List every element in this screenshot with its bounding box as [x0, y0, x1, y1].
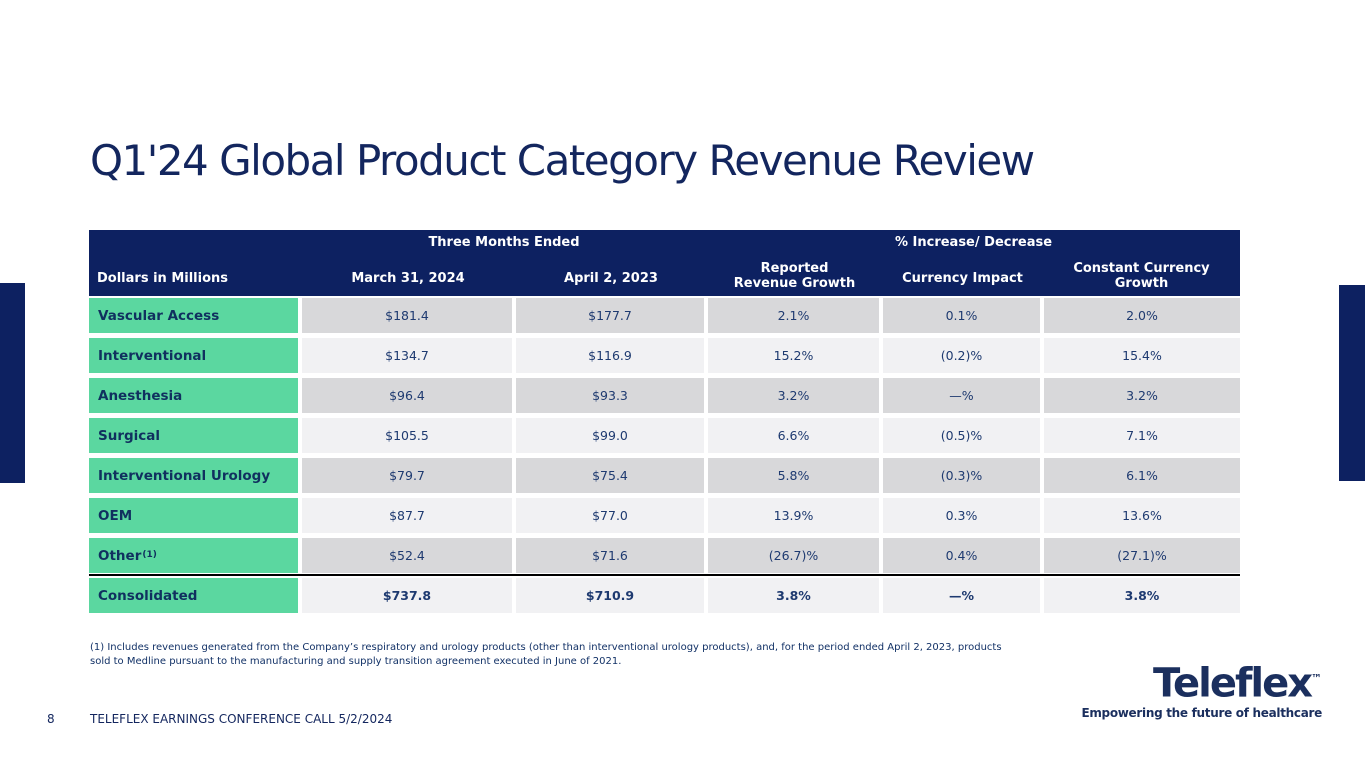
trademark-symbol: ™	[1311, 672, 1322, 685]
value-cell: 13.9%	[708, 498, 879, 533]
column-header-reported-revenue-growth: Reported Revenue Growth	[733, 261, 856, 291]
value-cell: $181.4	[302, 298, 512, 333]
value-cell: $77.0	[516, 498, 704, 533]
category-label: Interventional	[98, 347, 207, 364]
value-cell: $52.4	[302, 538, 512, 573]
value-cell: 3.8%	[1044, 578, 1240, 613]
footnote-text: (1) Includes revenues generated from the…	[90, 642, 1002, 667]
column-header-currency-impact: Currency Impact	[902, 271, 1023, 286]
value-cell: (26.7)%	[708, 538, 879, 573]
value-cell: $71.6	[516, 538, 704, 573]
value-cell: $177.7	[516, 298, 704, 333]
table-header: Three Months Ended % Increase/ Decrease …	[89, 230, 1240, 296]
category-cell-other: Other (1)	[89, 538, 298, 573]
teleflex-wordmark: Teleflex™	[1081, 658, 1322, 704]
consolidated-divider-line	[89, 574, 1240, 576]
value-cell: 5.8%	[708, 458, 879, 493]
value-cell: —%	[883, 378, 1040, 413]
value-cell: $75.4	[516, 458, 704, 493]
value-cell: 0.4%	[883, 538, 1040, 573]
group-header-three-months-ended: Three Months Ended	[428, 235, 580, 250]
category-cell-interventional-urology: Interventional Urology	[89, 458, 298, 493]
value-cell: 2.0%	[1044, 298, 1240, 333]
value-cell: $105.5	[302, 418, 512, 453]
value-cell: (0.3)%	[883, 458, 1040, 493]
value-cell: $96.4	[302, 378, 512, 413]
value-cell: $710.9	[516, 578, 704, 613]
value-cell: $93.3	[516, 378, 704, 413]
category-label: OEM	[98, 507, 133, 524]
value-cell: $116.9	[516, 338, 704, 373]
value-cell: (0.5)%	[883, 418, 1040, 453]
right-accent-bar	[1339, 285, 1365, 481]
value-cell: $737.8	[302, 578, 512, 613]
column-header-constant-currency-growth: Constant Currency Growth	[1073, 261, 1210, 291]
value-cell: 6.6%	[708, 418, 879, 453]
value-cell: 0.1%	[883, 298, 1040, 333]
value-cell: 3.8%	[708, 578, 879, 613]
value-cell: $79.7	[302, 458, 512, 493]
left-accent-bar	[0, 283, 25, 483]
logo-text: Teleflex	[1153, 660, 1313, 707]
value-cell: 13.6%	[1044, 498, 1240, 533]
value-cell: 15.2%	[708, 338, 879, 373]
value-cell: (27.1)%	[1044, 538, 1240, 573]
footer-text: TELEFLEX EARNINGS CONFERENCE CALL 5/2/20…	[90, 712, 393, 726]
page-title: Q1'24 Global Product Category Revenue Re…	[90, 136, 1035, 185]
value-cell: $134.7	[302, 338, 512, 373]
value-cell: 15.4%	[1044, 338, 1240, 373]
page-number: 8	[47, 712, 55, 726]
category-label: Other	[98, 547, 142, 564]
value-cell: —%	[883, 578, 1040, 613]
logo-tagline: Empowering the future of healthcare	[1081, 706, 1322, 721]
column-header-march-31-2024: March 31, 2024	[351, 271, 465, 286]
category-label: Anesthesia	[98, 387, 183, 404]
category-label: Surgical	[98, 427, 161, 444]
teleflex-logo: Teleflex™ Empowering the future of healt…	[1081, 658, 1322, 720]
category-label: Interventional Urology	[98, 467, 271, 484]
category-cell-consolidated: Consolidated	[89, 578, 298, 613]
value-cell: $87.7	[302, 498, 512, 533]
value-cell: 0.3%	[883, 498, 1040, 533]
value-cell: 7.1%	[1044, 418, 1240, 453]
category-label: Consolidated	[98, 587, 198, 604]
value-cell: 6.1%	[1044, 458, 1240, 493]
group-header-pct-increase-decrease: % Increase/ Decrease	[894, 235, 1053, 250]
category-cell-interventional: Interventional	[89, 338, 298, 373]
column-header-dollars-in-millions: Dollars in Millions	[97, 271, 229, 286]
value-cell: 3.2%	[708, 378, 879, 413]
table-body: Vascular Access $181.4 $177.7 2.1% 0.1% …	[89, 298, 1240, 613]
value-cell: 3.2%	[1044, 378, 1240, 413]
value-cell: 2.1%	[708, 298, 879, 333]
category-cell-vascular-access: Vascular Access	[89, 298, 298, 333]
category-cell-surgical: Surgical	[89, 418, 298, 453]
category-cell-oem: OEM	[89, 498, 298, 533]
value-cell: (0.2)%	[883, 338, 1040, 373]
footnote-ref: (1)	[142, 549, 157, 560]
category-cell-anesthesia: Anesthesia	[89, 378, 298, 413]
value-cell: $99.0	[516, 418, 704, 453]
column-header-april-2-2023: April 2, 2023	[564, 271, 658, 286]
category-label: Vascular Access	[98, 307, 220, 324]
